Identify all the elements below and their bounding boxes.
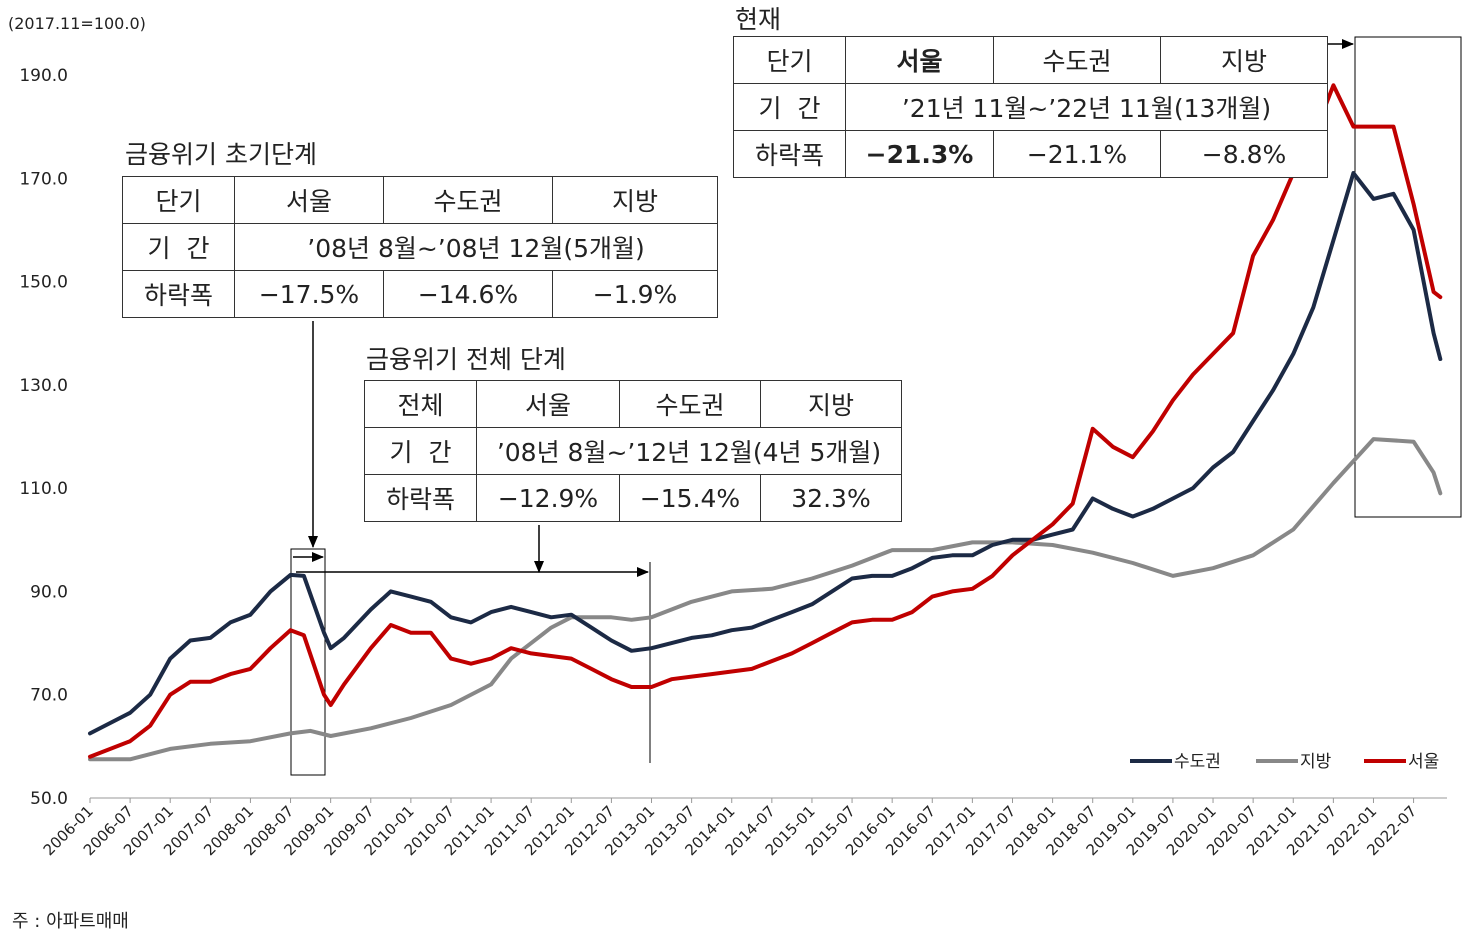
y-tick-label: 150.0 — [19, 273, 68, 293]
drop-cell: −12.9% — [476, 474, 620, 522]
y-tick-label: 130.0 — [19, 376, 68, 396]
y-tick-label: 110.0 — [19, 479, 68, 499]
drop-cell: −14.6% — [383, 270, 553, 318]
annotation-arrows — [290, 36, 1462, 776]
y-axis: 50.0 70.0 90.0 110.0 130.0 150.0 170.0 190.0 — [19, 66, 68, 809]
table-row: 하락폭 −21.3% −21.1% −8.8% — [733, 130, 1328, 178]
table-row: 하락폭 −17.5% −14.6% −1.9% — [122, 270, 718, 318]
header-cell: 지방 — [552, 176, 718, 224]
series-line-지방 — [88, 437, 1443, 762]
x-axis: 2006-012006-072007-012007-072008-012008-… — [40, 797, 1447, 859]
period-value: ’08년 8월~’08년 12월(5개월) — [234, 223, 718, 271]
y-tick-label: 170.0 — [19, 169, 68, 189]
series-line-수도권 — [88, 171, 1443, 736]
current-table: 단기 서울 수도권 지방 기 간 ’21년 11월~’22년 11월(13개월)… — [733, 36, 1328, 178]
early-crisis-highlight-box — [290, 548, 326, 776]
drop-cell: −21.3% — [845, 130, 994, 178]
table-row: 기 간 ’08년 8월~’12년 12월(4년 5개월) — [364, 427, 902, 475]
drop-label: 하락폭 — [122, 270, 235, 318]
drop-cell: −1.9% — [552, 270, 718, 318]
legend-label: 수도권 — [1174, 752, 1221, 772]
header-cell: 수도권 — [993, 36, 1161, 84]
drop-cell: −21.1% — [993, 130, 1161, 178]
period-value: ’21년 11월~’22년 11월(13개월) — [845, 83, 1328, 131]
header-cell: 전체 — [364, 380, 477, 428]
current-highlight-box — [1354, 36, 1462, 518]
legend-label: 지방 — [1300, 752, 1332, 772]
period-label: 기 간 — [122, 223, 235, 271]
series-line-서울 — [88, 83, 1443, 759]
y-tick-label: 70.0 — [30, 686, 68, 706]
footnote: 주 : 아파트매매 — [12, 911, 129, 932]
drop-label: 하락폭 — [364, 474, 477, 522]
header-cell: 서울 — [845, 36, 994, 84]
header-cell: 지방 — [760, 380, 902, 428]
header-cell: 서울 — [476, 380, 620, 428]
header-cell: 수도권 — [383, 176, 553, 224]
crisis-early-table: 단기 서울 수도권 지방 기 간 ’08년 8월~’08년 12월(5개월) 하… — [122, 176, 718, 318]
header-cell: 단기 — [122, 176, 235, 224]
table-row: 기 간 ’08년 8월~’08년 12월(5개월) — [122, 223, 718, 271]
unit-note: (2017.11=100.0) — [8, 14, 146, 33]
period-label: 기 간 — [733, 83, 846, 131]
table-header-row: 단기 서울 수도권 지방 — [122, 176, 718, 224]
legend-label: 서울 — [1408, 752, 1439, 772]
drop-cell: −17.5% — [234, 270, 384, 318]
y-tick-label: 50.0 — [30, 789, 68, 809]
crisis-full-title: 금융위기 전체 단계 — [366, 345, 566, 374]
legend: 수도권 지방 서울 — [1130, 752, 1439, 772]
drop-label: 하락폭 — [733, 130, 846, 178]
crisis-full-table: 전체 서울 수도권 지방 기 간 ’08년 8월~’12년 12월(4년 5개월… — [364, 380, 902, 522]
drop-cell: −15.4% — [619, 474, 761, 522]
header-cell: 서울 — [234, 176, 384, 224]
header-cell: 지방 — [1160, 36, 1328, 84]
table-row: 하락폭 −12.9% −15.4% 32.3% — [364, 474, 902, 522]
period-value: ’08년 8월~’12년 12월(4년 5개월) — [476, 427, 902, 475]
table-header-row: 전체 서울 수도권 지방 — [364, 380, 902, 428]
table-row: 기 간 ’21년 11월~’22년 11월(13개월) — [733, 83, 1328, 131]
period-label: 기 간 — [364, 427, 477, 475]
drop-cell: −8.8% — [1160, 130, 1328, 178]
table-header-row: 단기 서울 수도권 지방 — [733, 36, 1328, 84]
drop-cell: 32.3% — [760, 474, 902, 522]
series-lines — [88, 83, 1443, 762]
header-cell: 수도권 — [619, 380, 761, 428]
header-cell: 단기 — [733, 36, 846, 84]
y-tick-label: 90.0 — [30, 582, 68, 602]
y-tick-label: 190.0 — [19, 66, 68, 86]
current-title: 현재 — [735, 5, 782, 34]
crisis-early-title: 금융위기 초기단계 — [125, 140, 317, 169]
